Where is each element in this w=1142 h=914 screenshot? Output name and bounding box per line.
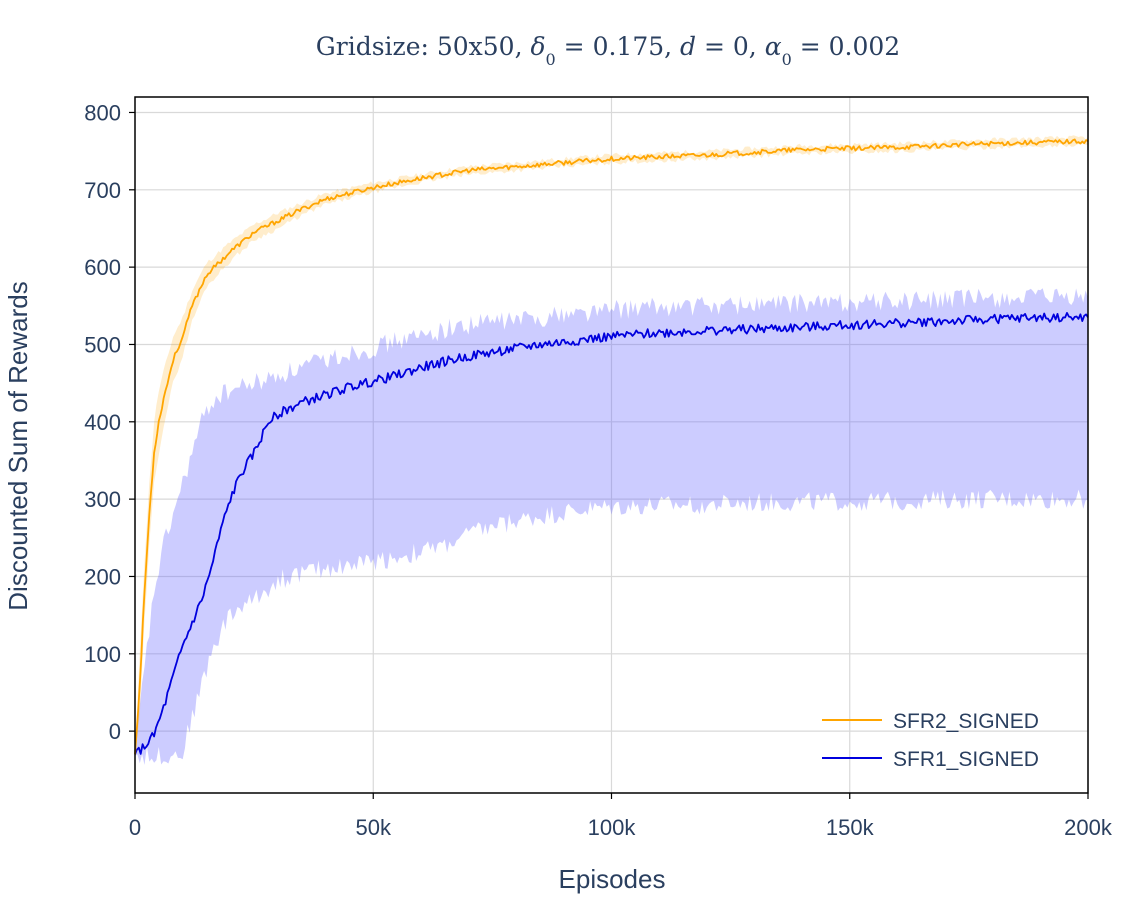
title-delta-value: = 0.175, — [556, 32, 680, 61]
title-prefix: Gridsize: 50x50, — [316, 32, 531, 61]
y-tick-label: 500 — [84, 332, 121, 357]
y-axis-title: Discounted Sum of Rewards — [3, 281, 33, 610]
x-tick-label: 50k — [356, 815, 392, 840]
legend-label-sfr2-signed: SFR2_SIGNED — [893, 710, 1039, 733]
title-d-value: = 0, — [696, 32, 765, 61]
band-sfr1-signed — [135, 288, 1088, 765]
title-delta-symbol: δ — [530, 32, 545, 61]
title-alpha-symbol: α — [765, 32, 782, 61]
x-tick-label: 0 — [129, 815, 141, 840]
y-tick-label: 700 — [84, 178, 121, 203]
x-axis-title: Episodes — [559, 864, 666, 894]
title-delta-subscript: 0 — [546, 50, 556, 69]
chart-title: Gridsize: 50x50, δ0 = 0.175, d = 0, α0 =… — [316, 32, 900, 69]
y-tick-label: 300 — [84, 487, 121, 512]
x-axis-ticks: 0 50k 100k 150k 200k — [129, 793, 1113, 840]
confidence-bands — [135, 135, 1088, 765]
y-tick-label: 400 — [84, 410, 121, 435]
y-tick-label: 800 — [84, 100, 121, 125]
title-alpha-subscript: 0 — [782, 50, 792, 69]
title-alpha-value: = 0.002 — [792, 32, 900, 61]
x-tick-label: 100k — [588, 815, 637, 840]
y-tick-label: 0 — [109, 719, 121, 744]
y-tick-label: 100 — [84, 642, 121, 667]
legend: SFR2_SIGNED SFR1_SIGNED — [822, 710, 1039, 771]
x-tick-label: 150k — [826, 815, 875, 840]
line-sfr2-signed — [134, 138, 1089, 755]
legend-label-sfr1-signed: SFR1_SIGNED — [893, 748, 1039, 771]
y-tick-label: 200 — [84, 564, 121, 589]
series-lines — [134, 138, 1089, 755]
line-sfr1-signed — [134, 312, 1089, 755]
x-tick-label: 200k — [1064, 815, 1113, 840]
y-axis-ticks: 0 100 200 300 400 500 600 700 800 — [84, 100, 135, 744]
y-tick-label: 600 — [84, 255, 121, 280]
title-d-symbol: d — [680, 32, 696, 61]
